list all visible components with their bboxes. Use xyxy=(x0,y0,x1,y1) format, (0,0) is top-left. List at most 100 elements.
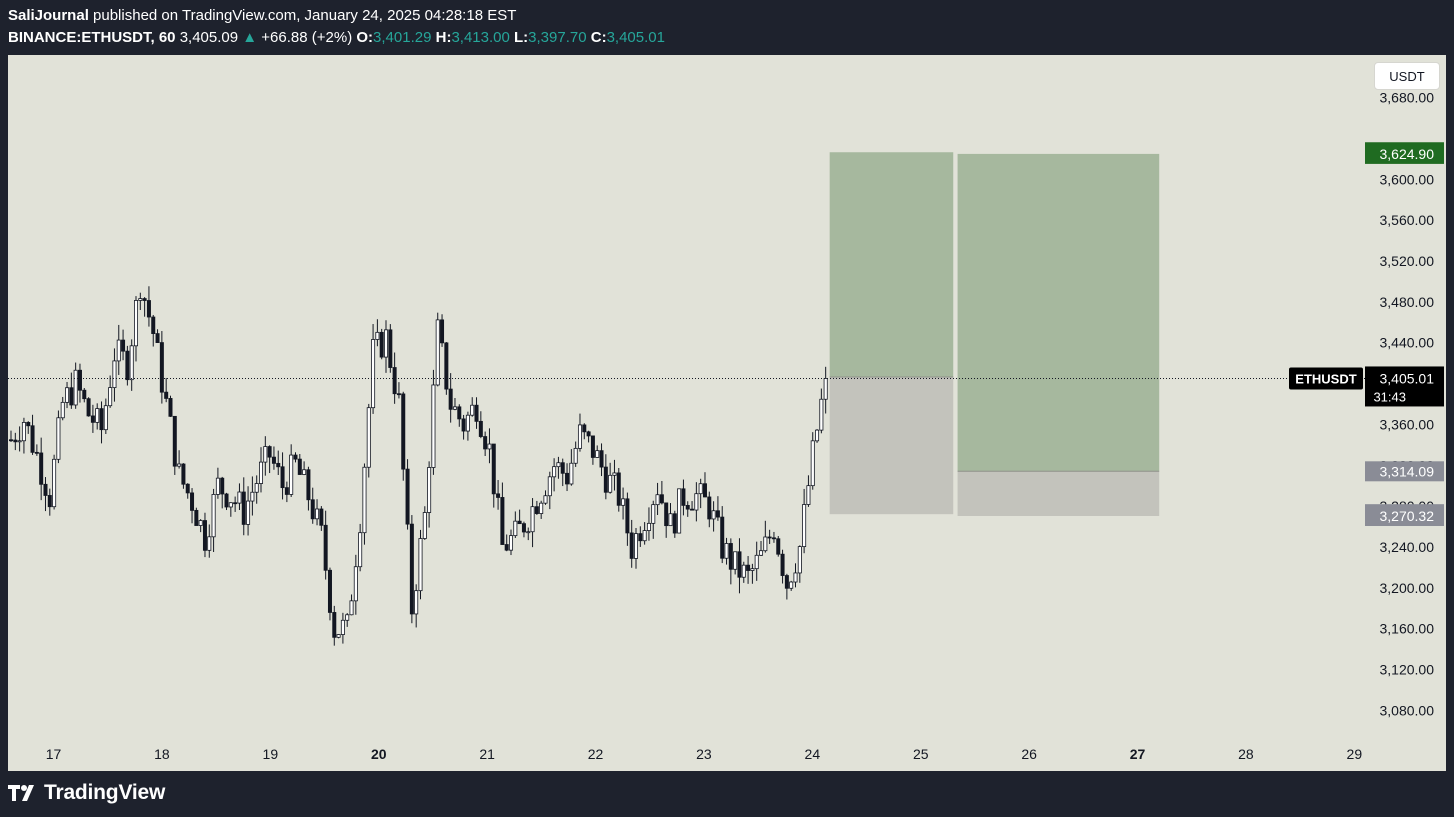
candle xyxy=(513,511,518,538)
candle-body xyxy=(746,564,751,571)
candle xyxy=(577,413,582,452)
candle-body xyxy=(698,483,703,495)
candle xyxy=(388,324,393,373)
candle xyxy=(237,483,242,511)
candle xyxy=(728,538,733,585)
candle xyxy=(327,567,332,621)
candle-body xyxy=(616,472,621,506)
x-tick-label: 25 xyxy=(913,746,929,762)
tradingview-logo[interactable]: TradingView xyxy=(8,781,165,805)
candle xyxy=(483,431,488,456)
candle xyxy=(215,467,220,499)
candle xyxy=(60,396,65,421)
candle-body xyxy=(112,360,117,389)
up-arrow-icon: ▲ xyxy=(242,29,258,46)
candle-body xyxy=(65,387,70,403)
price-label-bg xyxy=(1365,143,1444,164)
last-price-text: 3,405.01 xyxy=(1380,370,1435,386)
candle-body xyxy=(642,530,647,542)
candle xyxy=(694,482,699,522)
candle xyxy=(159,331,164,404)
candle-body xyxy=(13,439,18,443)
candle xyxy=(82,387,87,403)
candle xyxy=(659,480,664,505)
candle-body xyxy=(483,436,488,450)
candle xyxy=(26,421,31,434)
candle xyxy=(315,499,320,526)
candle-body xyxy=(375,331,380,340)
candle xyxy=(711,501,716,532)
last-price-bg xyxy=(1365,366,1444,407)
candle-body xyxy=(461,418,466,432)
chart-area[interactable]: 3,680.00 3,600.00 3,560.00 3,520.00 3,480.00… xyxy=(8,55,1446,771)
last-price: 3,405.09 xyxy=(179,29,239,46)
candle xyxy=(565,463,570,492)
candle xyxy=(582,423,587,440)
candle xyxy=(280,452,285,500)
candle xyxy=(310,487,315,524)
candle-body xyxy=(250,491,255,502)
candle-body xyxy=(168,398,173,417)
candle-body xyxy=(259,461,264,484)
symbol-label: BINANCE:ETHUSDT, 60 xyxy=(8,29,176,46)
candle-body xyxy=(431,384,436,468)
candle xyxy=(776,536,781,557)
candle-body xyxy=(194,509,199,526)
candle-body xyxy=(146,300,151,318)
candle-body xyxy=(358,532,363,568)
author-name[interactable]: SaliJournal xyxy=(8,7,89,24)
candle xyxy=(810,432,815,490)
candle xyxy=(52,454,57,510)
candle-body xyxy=(771,537,776,540)
symbol-tag-text: ETHUSDT xyxy=(1295,371,1356,386)
candle-body xyxy=(371,339,376,409)
candle-body xyxy=(741,564,746,578)
candle-body xyxy=(177,463,182,467)
y-tick-label: 3,360.00 xyxy=(1380,416,1435,432)
candle-body xyxy=(427,467,432,513)
candle xyxy=(284,481,289,503)
candle-body xyxy=(401,393,406,470)
candle-body xyxy=(539,502,544,514)
candle xyxy=(621,487,626,520)
candle-body xyxy=(52,458,57,508)
candle-body xyxy=(332,612,337,638)
candle-body xyxy=(228,502,233,508)
candle-body xyxy=(672,513,677,534)
candle-body xyxy=(448,388,453,410)
candle-body xyxy=(711,510,716,520)
candle xyxy=(427,461,432,528)
candle xyxy=(771,531,776,543)
candle xyxy=(21,417,26,454)
footer: TradingView xyxy=(8,781,165,809)
low-value: 3,397.70 xyxy=(528,29,587,46)
candle-body xyxy=(327,569,332,613)
candle-body xyxy=(819,398,824,431)
y-tick-label: 3,600.00 xyxy=(1380,171,1435,187)
y-tick-label: 3,160.00 xyxy=(1380,621,1435,637)
candle xyxy=(414,584,419,628)
candle-body xyxy=(271,456,276,464)
candle xyxy=(77,363,82,403)
candle xyxy=(435,312,440,387)
price-label-text: 3,270.32 xyxy=(1380,508,1435,524)
candle xyxy=(715,496,720,521)
candle-body xyxy=(340,619,345,635)
candle-body xyxy=(82,389,87,400)
candle-body xyxy=(560,462,565,474)
candle xyxy=(246,486,251,536)
currency-unit-button[interactable]: USDT xyxy=(1374,62,1440,90)
candle-body xyxy=(276,462,281,468)
candle xyxy=(599,443,604,477)
candle-body xyxy=(47,495,52,508)
candle xyxy=(457,404,462,427)
candle-body xyxy=(565,472,570,485)
candle-body xyxy=(233,502,238,505)
candle xyxy=(702,472,707,498)
candle-body xyxy=(793,572,798,583)
candle xyxy=(616,467,621,512)
candlestick-chart[interactable]: 3,680.00 3,600.00 3,560.00 3,520.00 3,480.00… xyxy=(8,55,1446,771)
candle-body xyxy=(319,508,324,526)
candle-body xyxy=(349,600,354,616)
candle xyxy=(190,488,195,524)
